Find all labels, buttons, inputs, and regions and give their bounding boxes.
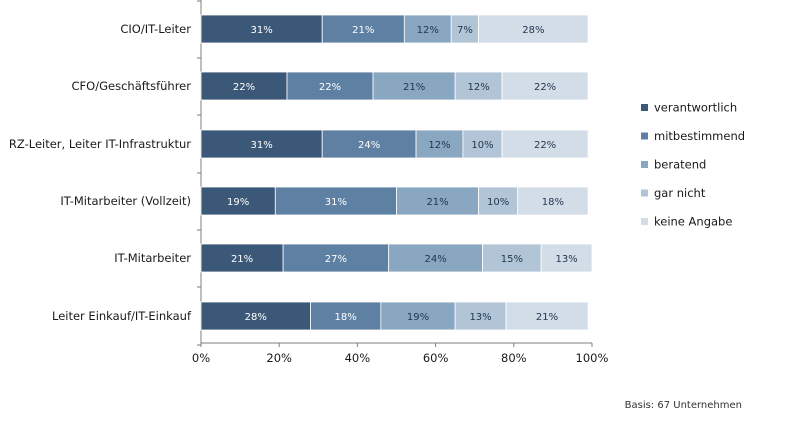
bar-segment <box>454 71 503 101</box>
bar-segment <box>482 243 542 273</box>
legend-item: gar nicht <box>641 186 706 200</box>
bar-segment <box>200 186 276 216</box>
category-label: IT-Mitarbeiter (Vollzeit) <box>60 194 191 208</box>
legend-label: verantwortlich <box>654 101 737 115</box>
x-tick-label: 20% <box>266 351 292 365</box>
bar-row: IT-Mitarbeiter 21% 27% 24% 15% 13% <box>114 243 593 288</box>
legend-item: keine Angabe <box>641 215 732 229</box>
data-label: 21% <box>231 254 253 265</box>
data-label: 19% <box>227 197 249 208</box>
bar-row: RZ-Leiter, Leiter IT-Infrastruktur 31% 24%… <box>9 129 589 174</box>
legend-label: keine Angabe <box>654 215 732 229</box>
data-label: 13% <box>555 254 577 265</box>
legend-swatch <box>641 104 648 111</box>
legend-swatch <box>641 132 648 140</box>
bar-segment <box>200 14 323 44</box>
legend-item: verantwortlich <box>641 101 737 115</box>
bar-groups: CIO/IT-Leiter 31% 21% 12% 7% 28% CFO/Geschäfts… <box>9 0 593 346</box>
footnote: Basis: 67 Unternehmen <box>624 400 742 411</box>
legend-swatch <box>641 189 648 197</box>
bar-row: IT-Mitarbeiter (Vollzeit) 19% 31% 21% 10% 18% <box>60 186 589 231</box>
legend: verantwortlich mitbestimmend beratend gar n… <box>641 101 745 229</box>
data-label: 28% <box>522 25 544 36</box>
data-label: 27% <box>325 254 347 265</box>
data-label: 31% <box>250 140 272 151</box>
bar-segment <box>286 71 374 101</box>
data-label: 22% <box>534 140 556 151</box>
bar-segment <box>388 243 483 273</box>
data-label: 13% <box>469 312 491 323</box>
category-label: IT-Mitarbeiter <box>114 251 191 265</box>
bar-segment <box>501 129 589 159</box>
bar-segment <box>200 301 311 331</box>
bar-segment <box>450 14 480 44</box>
bar-segment <box>462 129 503 159</box>
data-label: 31% <box>325 197 347 208</box>
legend-label: beratend <box>654 158 706 172</box>
bar-segment <box>540 243 593 273</box>
data-label: 22% <box>534 82 556 93</box>
legend-item: beratend <box>641 158 706 172</box>
data-label: 18% <box>542 197 564 208</box>
bar-segment <box>380 301 456 331</box>
bar-segment <box>478 186 519 216</box>
legend-swatch <box>641 161 648 168</box>
bar-segment <box>321 14 405 44</box>
bar-segment <box>501 71 589 101</box>
bar-segment <box>310 301 382 331</box>
data-label: 15% <box>501 254 523 265</box>
bar-row: Leiter Einkauf/IT-Einkauf 28% 18% 19% 13% 21% <box>52 301 589 346</box>
bar-segment <box>321 129 417 159</box>
x-tick-label: 60% <box>423 351 449 365</box>
data-label: 10% <box>471 140 493 151</box>
data-label: 18% <box>335 312 357 323</box>
data-label: 22% <box>319 82 341 93</box>
bar-segment <box>274 186 397 216</box>
legend-item: mitbestimmend <box>641 129 745 143</box>
category-label: CFO/Geschäftsführer <box>72 79 192 93</box>
data-label: 28% <box>245 312 267 323</box>
data-label: 21% <box>536 312 558 323</box>
data-label: 10% <box>487 197 509 208</box>
bar-row: CFO/Geschäftsführer 22% 22% 21% 12% 22% <box>72 71 589 116</box>
bar-row: CIO/IT-Leiter 31% 21% 12% 7% 28% <box>120 0 589 59</box>
x-tick-label: 100% <box>576 351 609 365</box>
category-label: RZ-Leiter, Leiter IT-Infrastruktur <box>9 137 191 151</box>
bar-segment <box>478 14 589 44</box>
legend-label: gar nicht <box>654 186 706 200</box>
bar-segment <box>282 243 390 273</box>
data-label: 31% <box>250 25 272 36</box>
x-tick-label: 80% <box>501 351 527 365</box>
bar-segment <box>415 129 464 159</box>
data-label: 7% <box>457 25 473 36</box>
x-tick-label: 40% <box>345 351 371 365</box>
legend-label: mitbestimmend <box>654 129 745 143</box>
x-tick-label: 0% <box>192 351 210 365</box>
bar-segment <box>517 186 589 216</box>
data-label: 12% <box>428 140 450 151</box>
x-axis-ticks: 0% 20% 40% 60% 80% 100% <box>192 343 609 365</box>
category-label: Leiter Einkauf/IT-Einkauf <box>52 309 192 323</box>
bar-segment <box>200 129 323 159</box>
category-label: CIO/IT-Leiter <box>120 22 191 36</box>
data-label: 21% <box>403 82 425 93</box>
data-label: 12% <box>467 82 489 93</box>
data-label: 24% <box>424 254 446 265</box>
data-label: 21% <box>426 197 448 208</box>
bar-segment <box>505 301 589 331</box>
data-label: 22% <box>233 82 255 93</box>
data-label: 21% <box>352 25 374 36</box>
data-label: 19% <box>407 312 429 323</box>
data-label: 24% <box>358 140 380 151</box>
legend-swatch <box>641 218 648 225</box>
data-label: 12% <box>417 25 439 36</box>
bar-segment <box>403 14 452 44</box>
